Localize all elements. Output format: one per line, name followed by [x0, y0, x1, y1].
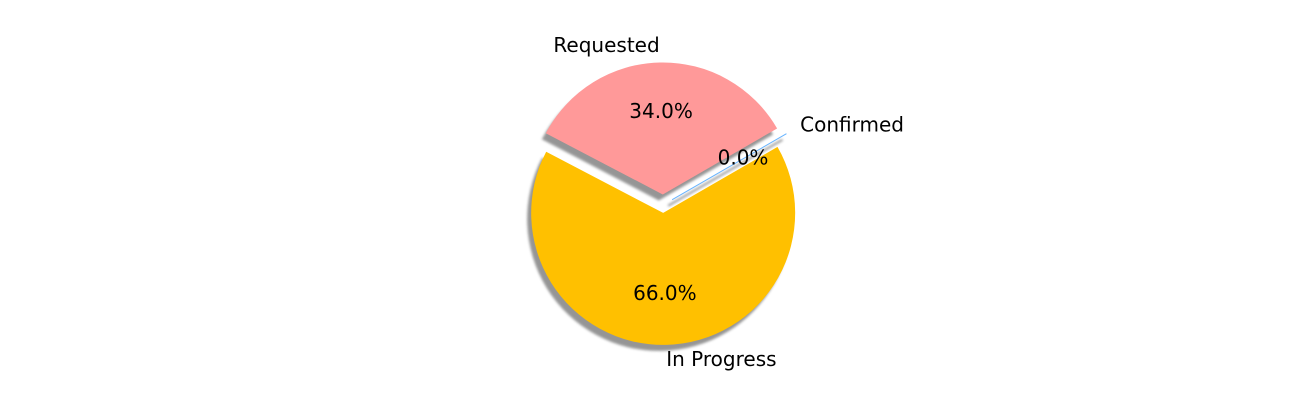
slice-in-progress	[531, 146, 796, 345]
slice-label-confirmed: Confirmed	[800, 112, 904, 136]
slice-label-in-progress: In Progress	[666, 347, 776, 371]
slice-percent-requested: 34.0%	[629, 99, 693, 123]
slice-percent-confirmed: 0.0%	[718, 145, 769, 169]
slices	[531, 62, 796, 345]
slice-percent-in-progress: 66.0%	[633, 281, 697, 305]
slice-requested	[545, 62, 778, 195]
labels: Confirmed 0.0% Requested 34.0% In Progress 66…	[553, 33, 904, 371]
slice-label-requested: Requested	[553, 33, 659, 57]
